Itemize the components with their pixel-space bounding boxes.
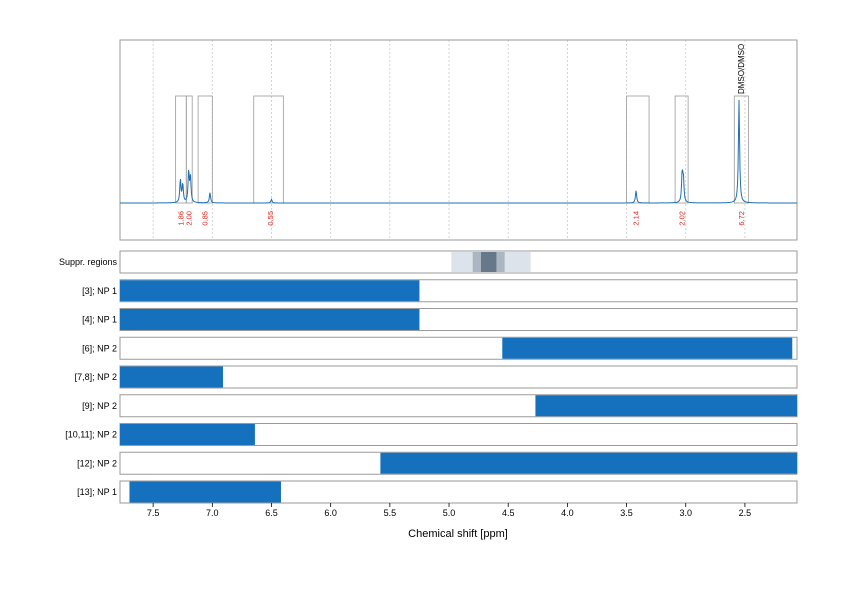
range-bar-7 xyxy=(129,481,281,503)
range-bar-4 xyxy=(535,395,797,417)
x-tick-label-0: 7.5 xyxy=(147,508,160,518)
integration-box-1 xyxy=(185,95,193,204)
range-bar-1 xyxy=(120,309,420,330)
spectrum-panel xyxy=(119,39,798,241)
row-label-1: [4]; NP 1 xyxy=(82,315,117,325)
x-tick-label-8: 3.5 xyxy=(620,508,633,518)
x-tick-label-3: 6.0 xyxy=(324,508,337,518)
integration-box-4 xyxy=(626,95,650,204)
integration-label-5: 2.02 xyxy=(678,211,687,226)
range-bar-0 xyxy=(120,280,420,302)
row-label-0: [3]; NP 1 xyxy=(82,286,117,296)
range-bar-5 xyxy=(120,424,255,445)
range-bar-6 xyxy=(380,452,797,474)
suppressed-region-2 xyxy=(480,252,497,272)
integration-regions: 1.86 2.00 0.85 0.55 2.14 2.02 6.72 xyxy=(175,95,749,226)
row-label-5: [10,11]; NP 2 xyxy=(65,430,117,440)
x-tick-label-9: 3.0 xyxy=(679,508,692,518)
annotation-label-0: DMSO/DMSO xyxy=(737,44,746,94)
integration-label-3: 0.55 xyxy=(266,211,275,226)
integration-label-0: 1.86 xyxy=(176,211,185,226)
range-bar-3 xyxy=(120,366,223,388)
row-label-3: [7,8]; NP 2 xyxy=(75,372,117,382)
x-tick-label-5: 5.0 xyxy=(443,508,456,518)
grid-lines xyxy=(152,40,746,240)
integration-label-2: 0.85 xyxy=(201,211,210,226)
x-tick-label-2: 6.5 xyxy=(265,508,278,518)
integration-box-3 xyxy=(253,95,284,204)
row-label-7: [13]; NP 1 xyxy=(77,487,117,497)
integration-label-1: 2.00 xyxy=(185,211,194,226)
row-label-4: [9]; NP 2 xyxy=(82,401,117,411)
x-tick-label-4: 5.5 xyxy=(384,508,397,518)
integration-box-2 xyxy=(197,95,213,204)
range-rows: Suppr. regions [3]; NP 1 [4]; NP 1 [6]; NP … xyxy=(59,250,798,504)
x-tick-label-7: 4.0 xyxy=(561,508,574,518)
annotations: DMSO/DMSO xyxy=(737,44,746,94)
range-row-frame-7 xyxy=(119,480,798,504)
spectrum-trace xyxy=(120,99,797,204)
range-bar-2 xyxy=(502,337,793,359)
x-tick-label-10: 2.5 xyxy=(739,508,752,518)
integration-box-6 xyxy=(733,95,749,204)
x-tick-label-1: 7.0 xyxy=(206,508,219,518)
row-label-2: [6]; NP 2 xyxy=(82,343,117,353)
integration-box-5 xyxy=(674,95,689,204)
x-axis-label: Chemical shift [ppm] xyxy=(408,528,508,540)
row-label-suppressed: Suppr. regions xyxy=(59,257,118,267)
integration-label-4: 2.14 xyxy=(632,211,641,226)
integration-label-6: 6.72 xyxy=(737,211,746,226)
x-tick-label-6: 4.5 xyxy=(502,508,515,518)
row-label-6: [12]; NP 2 xyxy=(77,458,117,468)
x-axis: 7.5 7.0 6.5 6.0 5.5 5.0 4.5 4.0 3.5 3.0 2.5 xyxy=(147,503,751,518)
